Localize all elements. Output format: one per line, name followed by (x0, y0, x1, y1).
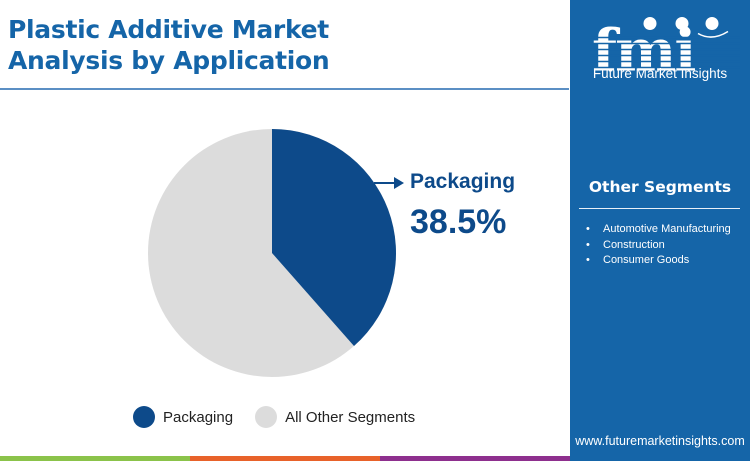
fmi-logo-icon: fmi (590, 17, 740, 83)
bar-segment-orange (190, 456, 380, 461)
segment-item: Automotive Manufacturing (586, 222, 731, 238)
legend-label: All Other Segments (285, 408, 416, 426)
legend-swatch-packaging (133, 406, 155, 428)
pie-slice-packaging (272, 129, 396, 347)
callout-label: Packaging (410, 170, 516, 193)
globe-europe-icon (675, 17, 689, 30)
title-line-1: Plastic Additive Market (8, 15, 329, 44)
callout-value: 38.5% (410, 203, 507, 241)
sidebar-divider (579, 208, 740, 209)
other-segments-list: Automotive Manufacturing Construction Co… (586, 222, 731, 269)
pie-chart (148, 129, 396, 377)
chart-legend: Packaging All Other Segments (133, 406, 437, 428)
globe-americas-icon (643, 17, 657, 30)
segment-item: Consumer Goods (586, 253, 731, 269)
legend-label: Packaging (163, 408, 234, 426)
website-link[interactable]: www.futuremarketinsights.com (575, 434, 745, 448)
bar-segment-green (0, 456, 190, 461)
other-segments-heading: Other Segments (588, 178, 732, 196)
callout-arrow-icon (374, 177, 404, 189)
bottom-color-bar (0, 456, 570, 461)
bar-segment-purple (380, 456, 570, 461)
legend-swatch-other (255, 406, 278, 428)
globe-asia-icon (705, 17, 719, 30)
legend-item-packaging: Packaging (133, 406, 233, 428)
brand-name: Future Market Insights (592, 66, 728, 81)
sidebar: fmi Future Market Insights Other Segment… (570, 0, 750, 461)
segment-item: Construction (586, 238, 731, 254)
page-title: Plastic Additive Market Analysis by Appl… (8, 14, 368, 76)
title-line-2: Analysis by Application (8, 46, 330, 75)
legend-item-other: All Other Segments (255, 406, 415, 428)
title-divider (0, 88, 569, 90)
